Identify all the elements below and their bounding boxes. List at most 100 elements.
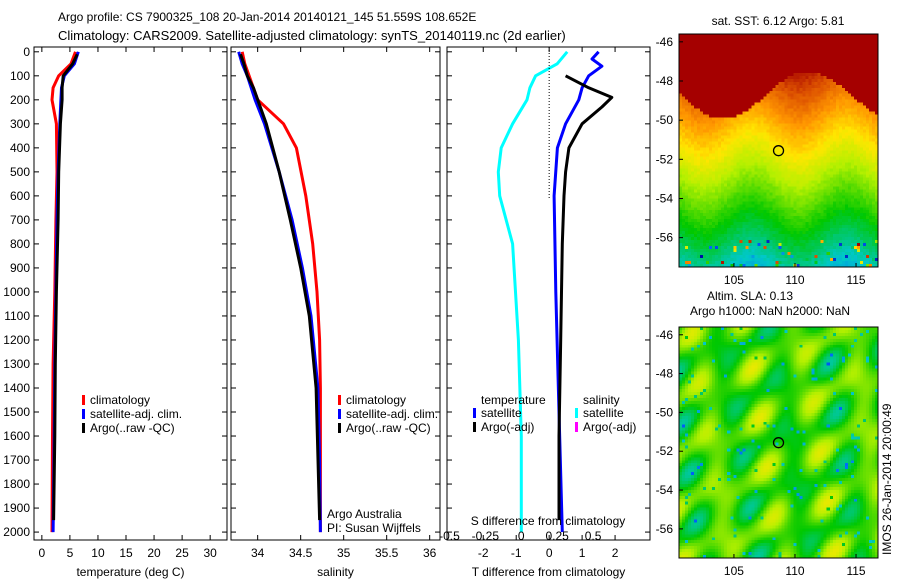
salinity-xtick-label: 35 — [337, 546, 351, 560]
salinity-legend-marker — [338, 423, 341, 433]
temperature-xtick-label: 10 — [91, 546, 105, 560]
sst-map-ytick-label: -48 — [656, 74, 674, 88]
diff-legend-header-salinity: salinity — [583, 393, 620, 407]
temperature-ytick-label: 300 — [10, 117, 30, 131]
salinity-legend-label: Argo(..raw -QC) — [346, 421, 431, 435]
diff-salinity-legend-label: Argo(-adj) — [583, 420, 636, 434]
s-diff-tick-label: 0.25 — [545, 529, 569, 543]
title-line-1: Argo profile: CS 7900325_108 20-Jan-2014… — [58, 10, 476, 24]
sst-map-frame — [678, 33, 879, 268]
salinity-xlabel: salinity — [317, 565, 354, 579]
difference-xtick-label: -1 — [511, 546, 522, 560]
difference-series-temperature-argo-adj- — [557, 74, 614, 521]
sst-map-ytick-label: -46 — [656, 35, 674, 49]
s-diff-xlabel: S difference from climatology — [471, 514, 626, 528]
temperature-legend-label: satellite-adj. clim. — [90, 407, 182, 421]
temperature-ytick-label: 2000 — [3, 525, 30, 539]
salinity-legend-label: climatology — [346, 393, 406, 407]
sla-map-image — [679, 327, 878, 558]
sla-map-xtick-label: 115 — [846, 564, 865, 578]
diff-temperature-legend-label: satellite — [481, 406, 522, 420]
temperature-legend-label: climatology — [90, 393, 150, 407]
sst-map-title: sat. SST: 6.12 Argo: 5.81 — [712, 14, 845, 28]
temperature-ytick-label: 1000 — [3, 285, 30, 299]
diff-temperature-legend-marker — [473, 408, 476, 418]
temperature-ytick-label: 400 — [10, 141, 30, 155]
temperature-ytick-label: 1700 — [3, 453, 30, 467]
sst-map-ytick-label: -54 — [656, 191, 674, 205]
temperature-xtick-label: 20 — [147, 546, 161, 560]
difference-xtick-label: -2 — [478, 546, 489, 560]
temperature-legend-marker — [82, 395, 85, 405]
s-diff-tick-label: -0.5 — [439, 529, 460, 543]
difference-axes-frame — [446, 46, 651, 541]
difference-xtick-label: 2 — [612, 546, 619, 560]
temperature-ytick-label: 100 — [10, 69, 30, 83]
temperature-ytick-label: 1500 — [3, 405, 30, 419]
sla-map-ytick-label: -56 — [656, 522, 674, 536]
salinity-xtick-label: 35.5 — [375, 546, 399, 560]
temperature-xtick-label: 30 — [203, 546, 217, 560]
salinity-axes-frame — [230, 46, 441, 541]
sst-map-xtick-label: 115 — [846, 273, 865, 287]
sla-map-subtitle: Argo h1000: NaN h2000: NaN — [690, 304, 850, 318]
temperature-ytick-label: 1800 — [3, 477, 30, 491]
temperature-axes-frame — [33, 46, 228, 541]
salinity-series-argo-raw-qc- — [239, 53, 322, 521]
sla-map-ytick-label: -48 — [656, 367, 674, 381]
temperature-ytick-label: 1100 — [4, 309, 30, 323]
salinity-xtick-label: 36 — [423, 546, 437, 560]
diff-temperature-legend-label: Argo(-adj) — [481, 420, 534, 434]
temperature-ytick-label: 900 — [10, 261, 30, 275]
temperature-xlabel: temperature (deg C) — [76, 565, 184, 579]
temperature-ytick-label: 1400 — [3, 381, 30, 395]
temperature-series-argo-raw-qc- — [52, 53, 79, 521]
diff-salinity-legend-label: satellite — [583, 406, 624, 420]
sst-map-xtick-label: 110 — [785, 273, 804, 287]
sla-map-argo-location-marker — [772, 437, 785, 449]
temperature-ytick-label: 0 — [23, 45, 30, 59]
s-diff-tick-label: -0.25 — [472, 529, 500, 543]
sla-map-ytick-label: -54 — [656, 483, 674, 497]
s-diff-tick-label: 0.5 — [585, 529, 602, 543]
salinity-xtick-label: 34.5 — [289, 546, 313, 560]
sst-map-ytick-label: -50 — [656, 113, 674, 127]
sla-map-xtick-label: 110 — [785, 564, 804, 578]
sst-map-image — [679, 34, 878, 267]
temperature-ytick-label: 700 — [10, 213, 30, 227]
salinity-xtick-label: 34 — [251, 546, 265, 560]
difference-series-salinity-satellite — [496, 50, 569, 533]
temperature-legend-marker — [82, 423, 85, 433]
sla-map-ytick-label: -52 — [656, 444, 674, 458]
temperature-ytick-label: 600 — [10, 189, 30, 203]
salinity-legend-label: satellite-adj. clim. — [346, 407, 438, 421]
difference-xtick-label: 0 — [546, 546, 553, 560]
temperature-ytick-label: 200 — [10, 93, 30, 107]
difference-series-temperature-satellite — [552, 50, 604, 533]
salinity-legend-marker — [338, 409, 341, 419]
credits-line-1: Argo Australia — [327, 507, 402, 521]
footer-timestamp: IMOS 26-Jan-2014 20:00:49 — [880, 403, 894, 555]
salinity-series-satellite-adj-clim- — [237, 51, 322, 533]
s-diff-tick-label: 0 — [518, 529, 525, 543]
sst-map-argo-location-marker — [772, 145, 785, 157]
temperature-legend-marker — [82, 409, 85, 419]
temperature-legend-label: Argo(..raw -QC) — [90, 421, 175, 435]
credits-line-2: PI: Susan Wijffels — [327, 521, 421, 535]
title-line-2: Climatology: CARS2009. Satellite-adjuste… — [58, 28, 566, 43]
diff-temperature-legend-marker — [473, 422, 476, 432]
sst-map-xtick-label: 105 — [724, 273, 744, 287]
diff-legend-header-temperature: temperature — [481, 393, 546, 407]
sst-map-ytick-label: -52 — [656, 152, 674, 166]
sla-map-frame — [678, 326, 879, 559]
temperature-ytick-label: 800 — [10, 237, 30, 251]
temperature-xtick-label: 5 — [67, 546, 74, 560]
difference-xlabel: T difference from climatology — [472, 565, 626, 579]
salinity-legend-marker — [338, 395, 341, 405]
temperature-ytick-label: 500 — [10, 165, 30, 179]
temperature-xtick-label: 0 — [39, 546, 46, 560]
sla-map-ytick-label: -46 — [656, 328, 674, 342]
temperature-series-climatology — [50, 51, 77, 533]
sla-map-title: Altim. SLA: 0.13 — [707, 289, 793, 303]
